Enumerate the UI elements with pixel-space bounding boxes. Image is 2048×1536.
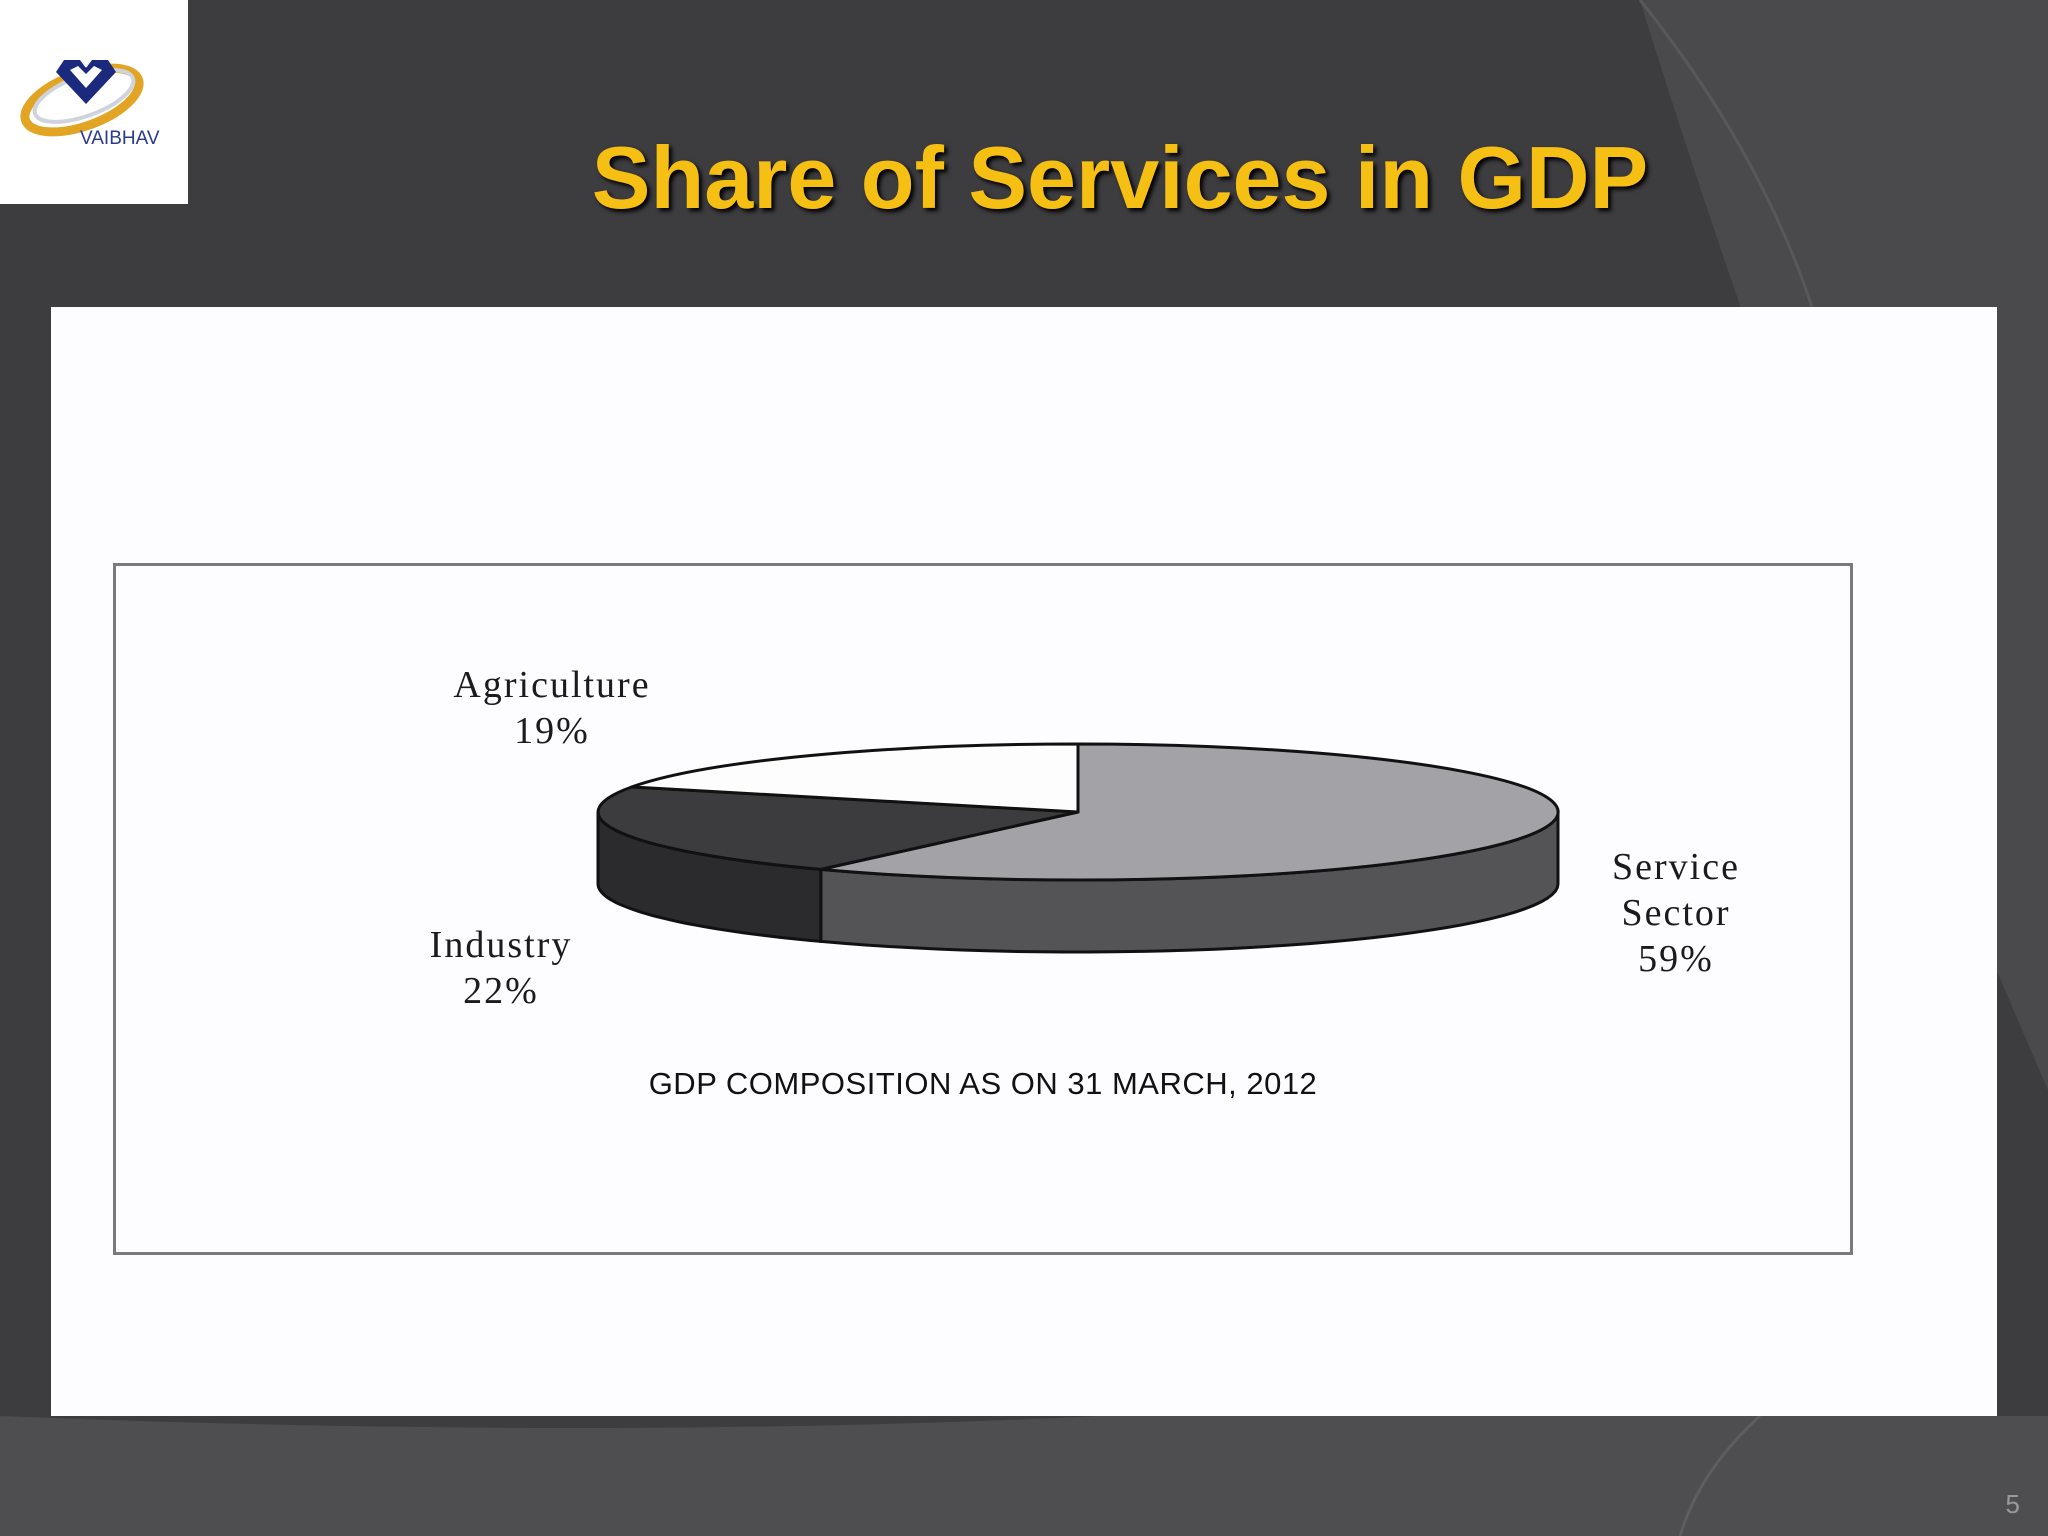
chart-title: GDP COMPOSITION AS ON 31 MARCH, 2012: [648, 1066, 1318, 1101]
slice-service: [819, 742, 1560, 882]
content-panel: Agriculture 19% Industry 22% Service Sec…: [51, 307, 1997, 1416]
pie-chart: [596, 742, 1560, 954]
chart-frame: Agriculture 19% Industry 22% Service Sec…: [113, 563, 1853, 1255]
label-service-line2: Sector: [1621, 892, 1731, 934]
label-industry: Industry 22%: [386, 922, 616, 1014]
logo-mark-icon: VAIBHAV: [20, 60, 160, 149]
bg-footer-line: [1678, 1414, 1762, 1536]
label-service: Service Sector 59%: [1576, 844, 1776, 982]
slice-industry: [596, 785, 1080, 871]
page-number: 5: [2005, 1489, 2020, 1519]
label-service-line1: Service: [1612, 846, 1740, 888]
label-industry-name: Industry: [429, 924, 573, 966]
label-agriculture: Agriculture 19%: [422, 662, 682, 754]
label-service-value: 59%: [1638, 938, 1714, 980]
slice-agriculture: [630, 742, 1080, 814]
label-agriculture-name: Agriculture: [453, 664, 651, 706]
bg-footer-band: [0, 1416, 2048, 1536]
logo-text: VAIBHAV: [80, 128, 160, 149]
bg-swoosh-line: [1638, 0, 1814, 308]
label-industry-value: 22%: [463, 970, 539, 1012]
slide-title: Share of Services in GDP: [591, 128, 1649, 227]
company-logo: VAIBHAV: [0, 0, 188, 204]
label-agriculture-value: 19%: [514, 710, 590, 752]
